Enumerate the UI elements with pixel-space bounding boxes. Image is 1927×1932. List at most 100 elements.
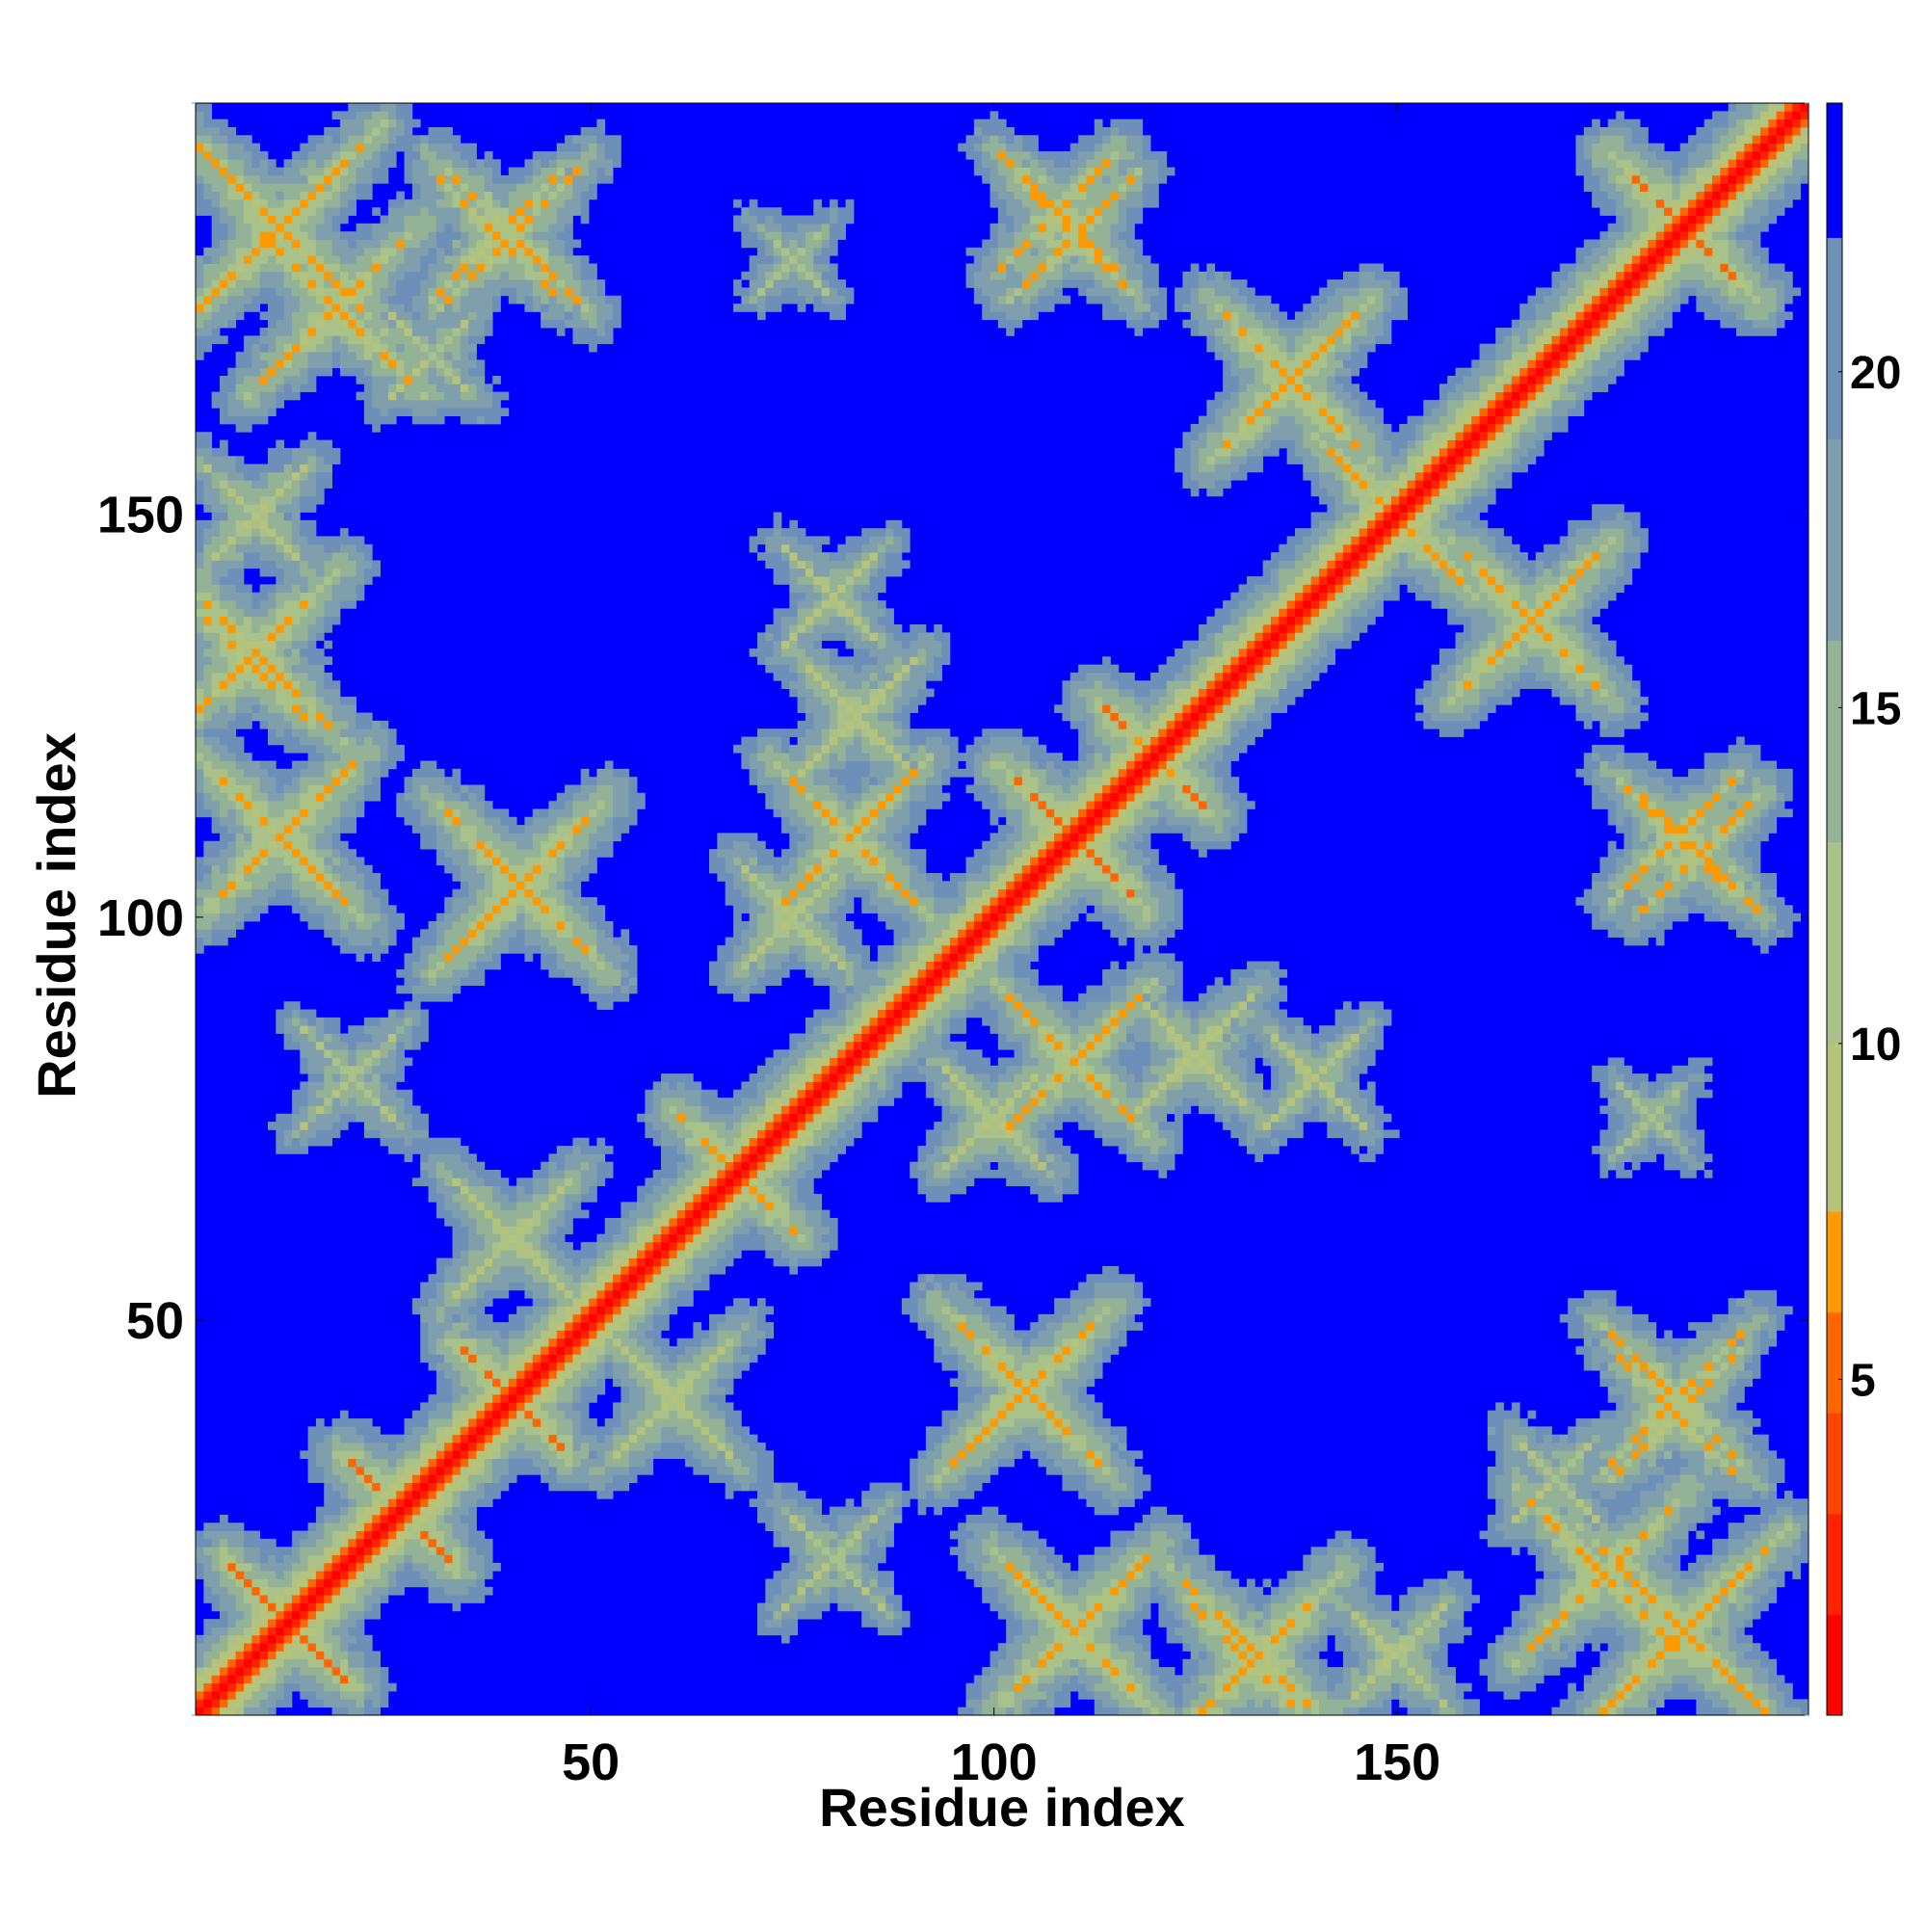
heatmap-cell [1351,1578,1360,1588]
heatmap-cell [1503,1450,1528,1460]
heatmap-cell [1679,1426,1689,1436]
heatmap-cell [1214,1691,1224,1700]
heatmap-cell [1110,1530,1135,1540]
heatmap-cell [1366,1634,1376,1644]
heatmap-cell [452,1233,469,1243]
heatmap-cell [1214,1105,1240,1115]
heatmap-cell [196,1571,204,1579]
heatmap-cell [958,1458,983,1468]
heatmap-cell [910,1161,918,1171]
heatmap-cell [1390,1651,1400,1660]
heatmap-cell [910,1313,918,1323]
heatmap-cell [1045,1386,1063,1395]
heatmap-cell [1696,1634,1705,1644]
heatmap-cell [1054,1634,1063,1644]
heatmap-cell [436,1426,445,1436]
heatmap-cell [1712,1643,1729,1652]
heatmap-cell [1310,1554,1336,1564]
heatmap-cell [1286,1699,1296,1708]
heatmap-cell [1318,1658,1328,1668]
heatmap-cell [780,1233,799,1243]
heatmap-cell [1679,1450,1705,1460]
heatmap-cell [1752,1330,1761,1339]
heatmap-cell [1655,1634,1665,1644]
heatmap-cell [1495,1498,1504,1507]
heatmap-cell [227,1610,245,1620]
heatmap-cell [1527,1514,1537,1523]
heatmap-cell [1126,1137,1135,1147]
heatmap-cell [1118,1554,1135,1564]
heatmap-cell [548,1161,558,1171]
heatmap-cell [1616,1691,1624,1700]
heatmap-cell [1592,1498,1600,1507]
heatmap-cell [468,1346,477,1355]
heatmap-cell [861,1610,870,1620]
heatmap-cell [556,1193,566,1203]
heatmap-cell [685,1170,702,1178]
heatmap-cell [339,1691,365,1700]
heatmap-cell [396,1065,405,1074]
heatmap-cell [1134,1474,1151,1484]
heatmap-cell [861,1065,870,1074]
heatmap-cell [1583,1554,1593,1564]
heatmap-cell [1495,1458,1504,1468]
heatmap-cell [1006,1554,1031,1564]
heatmap-cell [348,1081,356,1091]
heatmap-cell [1768,1474,1785,1484]
heatmap-cell [307,1619,317,1628]
heatmap-cell [1375,1009,1392,1019]
heatmap-cell [1045,1153,1055,1163]
heatmap-cell [524,1426,541,1436]
heatmap-cell [917,1146,935,1154]
heatmap-cell [1527,1643,1537,1652]
heatmap-cell [508,1378,517,1388]
heatmap-cell [363,1017,381,1026]
heatmap-cell [1487,1418,1504,1427]
heatmap-cell [1712,1578,1721,1588]
heatmap-cell [276,1682,285,1692]
heatmap-cell [1664,1370,1673,1379]
heatmap-cell [259,1682,277,1692]
heatmap-cell [1439,1691,1456,1700]
heatmap-cell [1696,1554,1713,1564]
heatmap-cell [1672,1362,1681,1371]
heatmap-cell [645,1193,662,1203]
heatmap-cell [307,1586,317,1596]
heatmap-cell [1102,1602,1120,1612]
heatmap-cell [1752,1538,1769,1548]
heatmap-cell [1078,1105,1095,1115]
heatmap-cell [1439,1699,1448,1708]
heatmap-cell [444,1282,462,1291]
heatmap-cell [1062,1658,1071,1668]
heatmap-cell [1069,1049,1079,1058]
heatmap-cell [476,1547,493,1555]
heatmap-cell [676,1241,686,1251]
heatmap-cell [973,1675,983,1684]
heatmap-cell [1712,1426,1737,1436]
heatmap-cell [1527,1458,1537,1468]
heatmap-cell [596,1274,614,1283]
heatmap-cell [1351,1098,1368,1106]
heatmap-cell [1575,1619,1624,1628]
heatmap-cell [1688,1410,1697,1419]
heatmap-cell [1078,992,1111,1002]
heatmap-cell [733,1193,751,1203]
heatmap-cell [725,1185,734,1195]
heatmap-cell [1262,1602,1272,1612]
heatmap-cell [1214,1073,1224,1082]
heatmap-cell [541,1250,549,1258]
heatmap-cell [1551,1538,1569,1548]
heatmap-cell [1631,1658,1649,1668]
heatmap-cell [1752,1602,1769,1612]
heatmap-cell [797,1057,806,1067]
heatmap-cell [645,1105,654,1115]
heatmap-cell [348,1562,356,1572]
heatmap-cell [1575,1458,1585,1468]
heatmap-cell [300,1682,325,1692]
heatmap-cell [1679,1129,1689,1139]
heatmap-cell [1294,1122,1304,1130]
heatmap-cell [1720,1667,1729,1676]
heatmap-cell [596,977,621,986]
heatmap-cell [1728,1602,1737,1612]
heatmap-cell [1094,1410,1103,1419]
